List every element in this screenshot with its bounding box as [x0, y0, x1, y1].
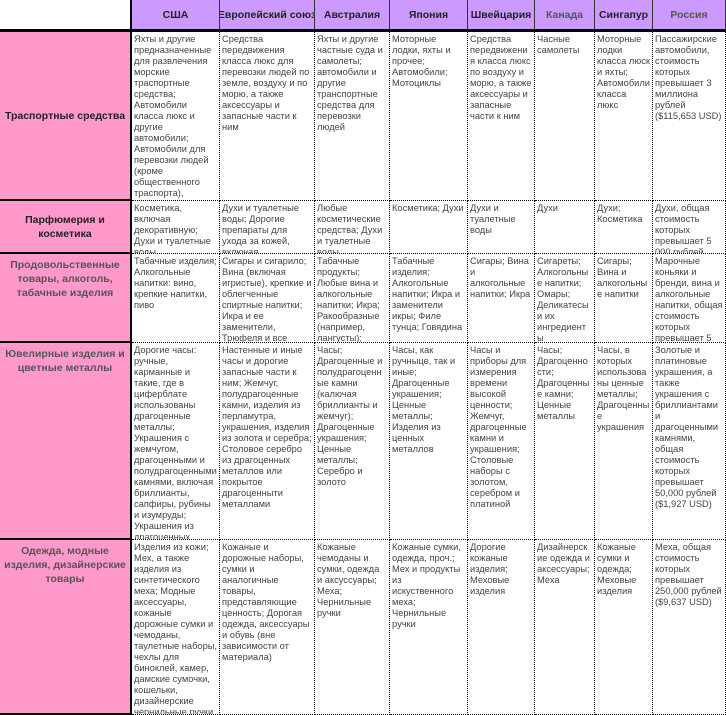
table-cell: Настенные и иные часы и дорогие запасные… [220, 343, 315, 540]
table-cell: Духи; Косметика [595, 201, 653, 254]
table-cell: Любые косметические средства; Духи и туа… [315, 201, 390, 254]
table-cell: Часы; Драгоценности; Драгоценные камни; … [535, 343, 595, 540]
table-cell: Часы; Драгоценные и полудрагоценные камн… [315, 343, 390, 540]
row-header: Одежда, модные изделия, дизайнерские тов… [0, 540, 132, 715]
table-cell: Изделия из кожи; Мех, а также изделия из… [132, 540, 220, 715]
column-header: Швейцария [468, 0, 535, 32]
table-cell: Золотые и платиновые украшения, а также … [653, 343, 726, 540]
column-header: Европейский союз [220, 0, 315, 32]
table-corner [0, 0, 132, 32]
table-cell: Косметика; Духи [390, 201, 468, 254]
table-cell: Духи и туалетные воды; Дорогие препараты… [220, 201, 315, 254]
table-cell: Часные самолеты [535, 32, 595, 201]
table-cell: Сигареты; Алкогольные напитки; Омары; Де… [535, 254, 595, 343]
table-cell: Яхты и другие частные суда и самолеты; а… [315, 32, 390, 201]
table-cell: Кожаные и дорожные наборы, сумки и анало… [220, 540, 315, 715]
table-cell: Табачные изделия; Алкогольные напитки: в… [132, 254, 220, 343]
column-header: Канада [535, 0, 595, 32]
column-header: Япония [390, 0, 468, 32]
table-cell: Дорогие кожаные изделия; Меховые изделия [468, 540, 535, 715]
table-cell: Духи, общая стоимость которых превышает … [653, 201, 726, 254]
table-cell: Сигары; Вина и алкогольные напитки; Икра [468, 254, 535, 343]
table-cell: Сигары и сигарило; Вина (включая игристы… [220, 254, 315, 343]
table-cell: Средства передвижения класса люкс по воз… [468, 32, 535, 201]
table-cell: Табачные изделия; Алкогольные напитки; И… [390, 254, 468, 343]
table-cell: Табачные продукты; Любые вина и алкоголь… [315, 254, 390, 343]
table-cell: Дизайнерские одежда и аксессуары; Меха [535, 540, 595, 715]
table-cell: Кожаные сумки, одежда, проч.; Мех и прод… [390, 540, 468, 715]
table-cell: Косметика, включая декоративную; Духи и … [132, 201, 220, 254]
table-cell: Марочные коньяки и бренди, вина и алкого… [653, 254, 726, 343]
row-header: Траспортные средства [0, 32, 132, 201]
table-cell: Кожаные сумки и одежда; Меховые изделия [595, 540, 653, 715]
table-cell: Средства передвижения класса люкс для пе… [220, 32, 315, 201]
table-cell: Сигары; Вина и алкогольные напитки [595, 254, 653, 343]
table-cell: Дорогие часы: ручные, карманные и такие,… [132, 343, 220, 540]
table-cell: Яхты и другие предназначенные для развле… [132, 32, 220, 201]
table-cell: Кожаные чемоданы и сумки, одежда и аксус… [315, 540, 390, 715]
column-header: США [132, 0, 220, 32]
table-cell: Моторные лодки, яхты и прочее; Автомобил… [390, 32, 468, 201]
table-cell: Духи [535, 201, 595, 254]
table-cell: Духи и туалетные воды [468, 201, 535, 254]
table-cell: Моторные лодки класса люск и яхты; Автом… [595, 32, 653, 201]
column-header: Австралия [315, 0, 390, 32]
table-cell: Пассажирские автомобили, стоимость котор… [653, 32, 726, 201]
table-cell: Часы и приборы для измерения времени выс… [468, 343, 535, 540]
table-cell: Часы, как ручныце, так и иные; Драгоценн… [390, 343, 468, 540]
column-header: Сингапур [595, 0, 653, 32]
row-header: Продовольственные товары, алкоголь, таба… [0, 254, 132, 343]
row-header: Ювелирные изделия и цветные металлы [0, 343, 132, 540]
row-header: Парфюмерия и косметика [0, 201, 132, 254]
table-cell: Меха, общая стоимость которых превышает … [653, 540, 726, 715]
table-cell: Часы, в которых использованы ценные мета… [595, 343, 653, 540]
column-header: Россия [653, 0, 726, 32]
